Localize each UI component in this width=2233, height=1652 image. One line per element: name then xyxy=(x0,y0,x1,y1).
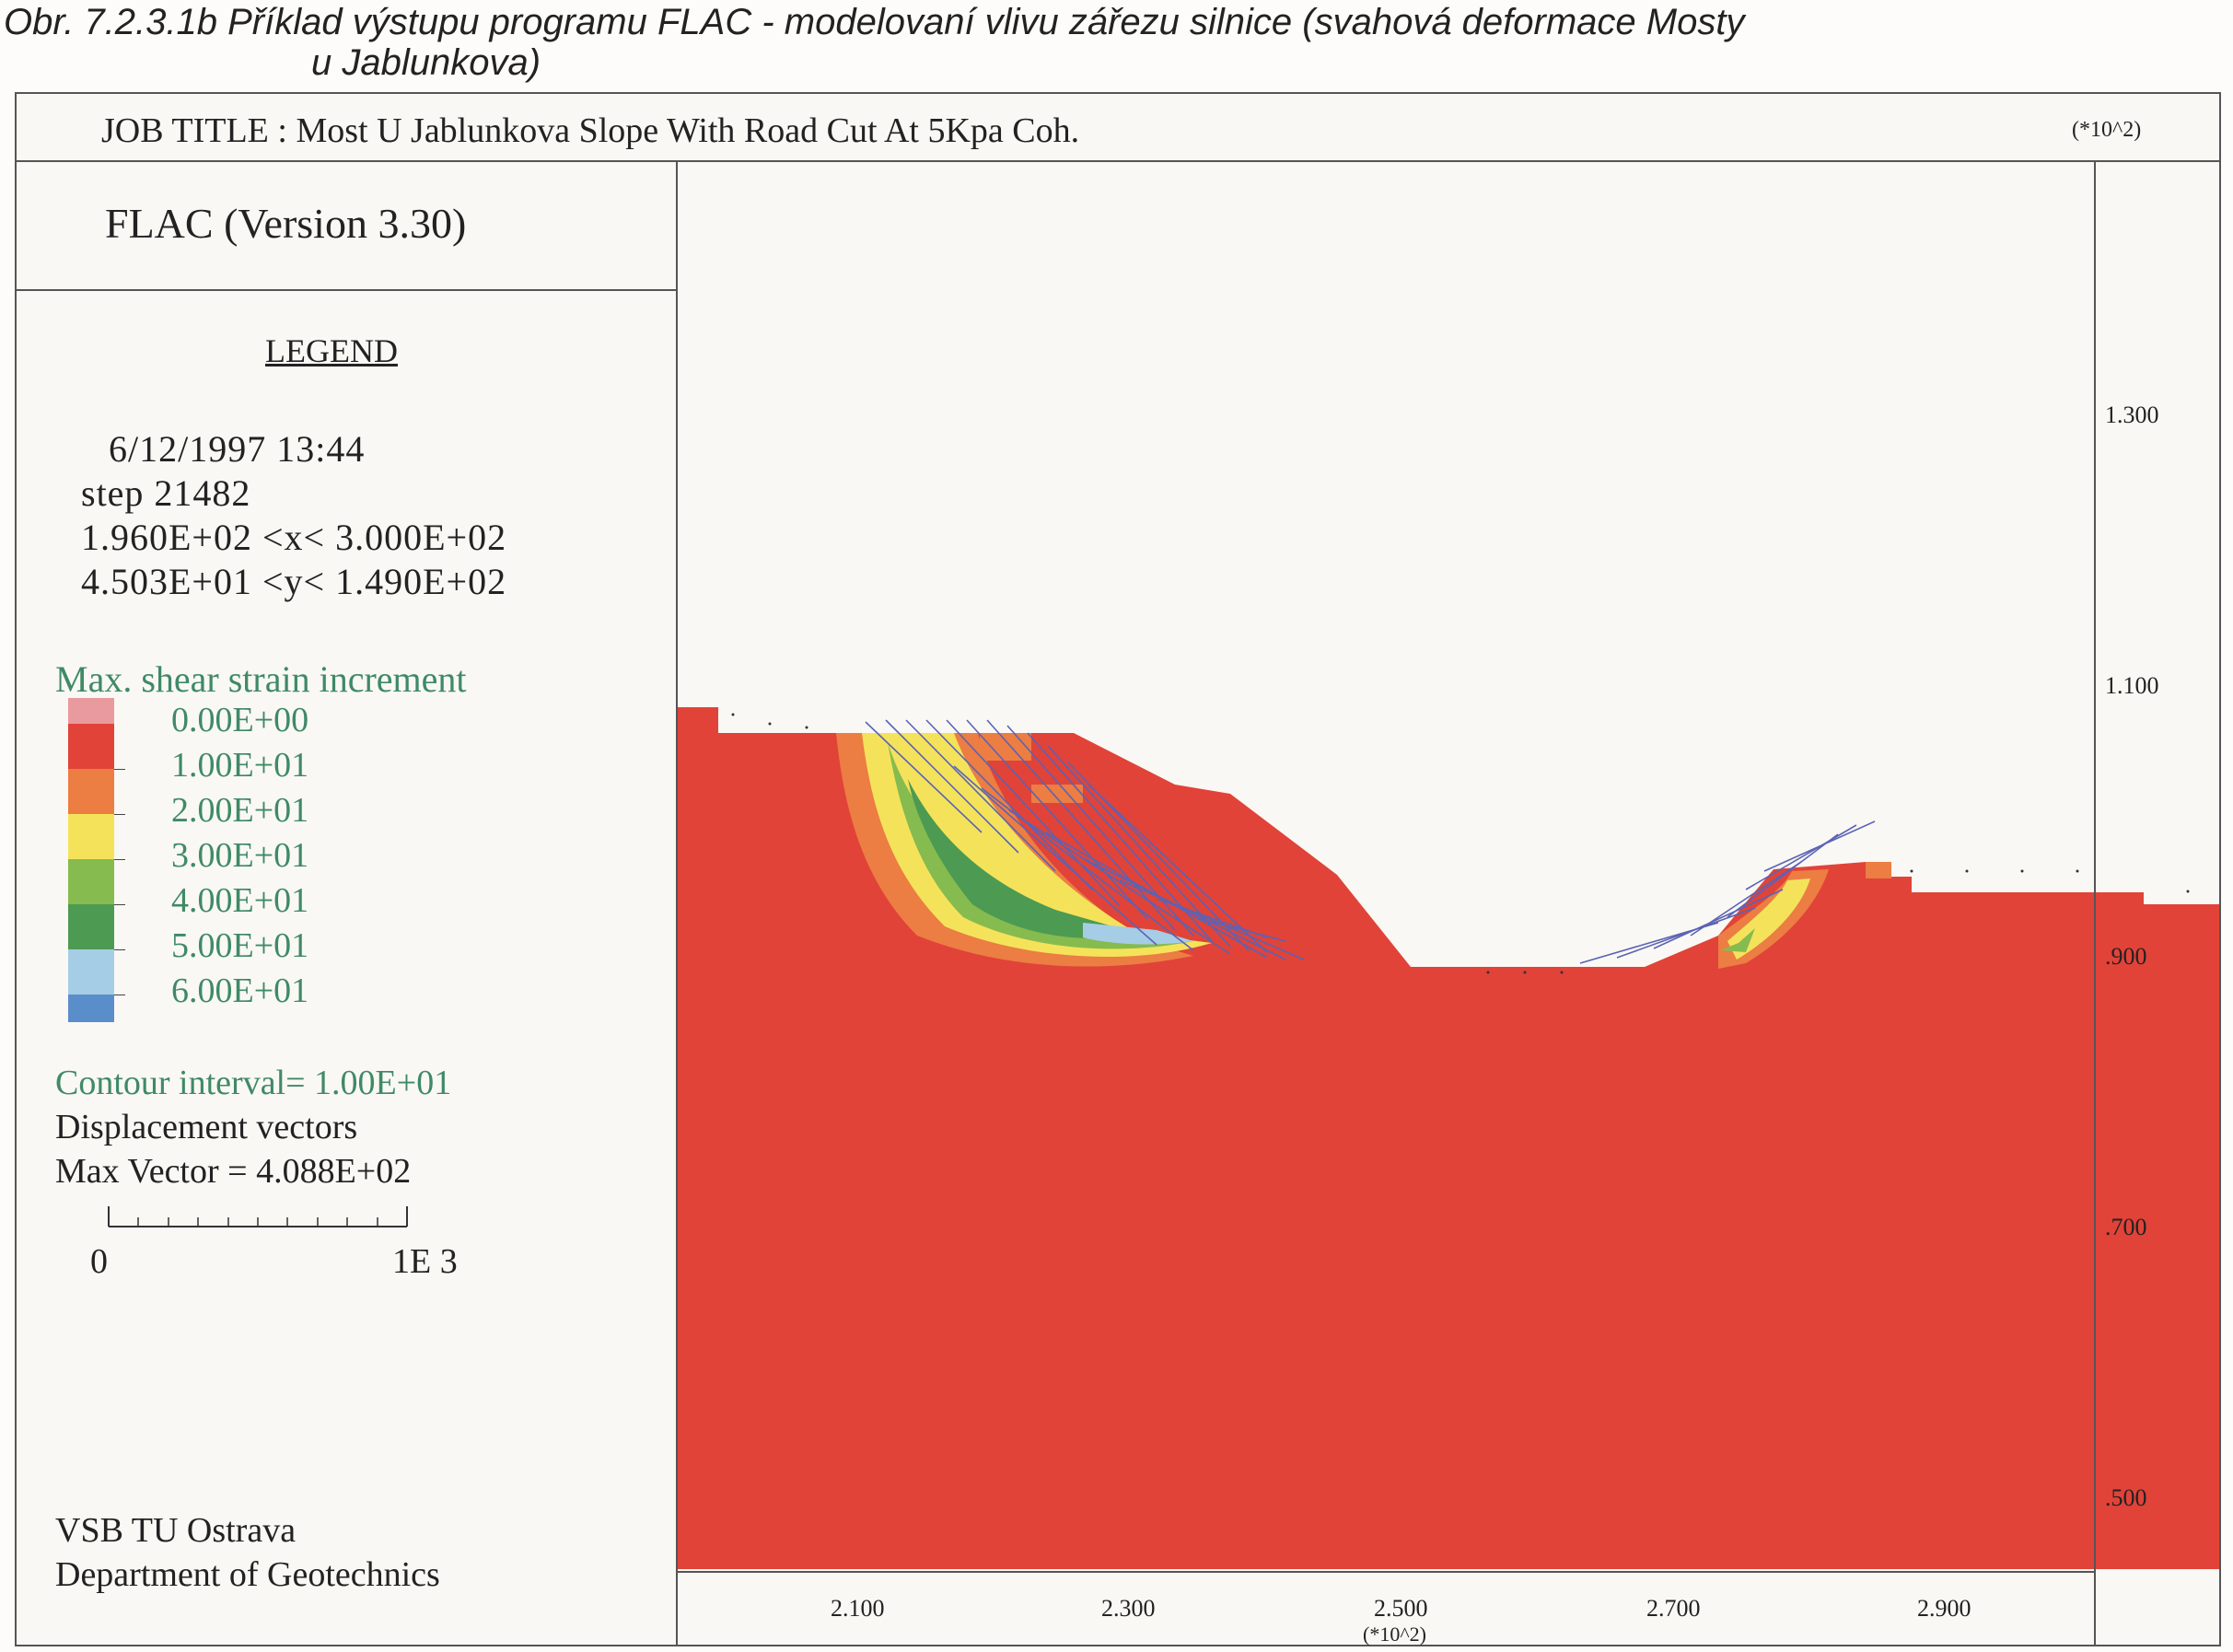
displacement-label: Displacement vectors xyxy=(55,1108,358,1146)
swatch-3 xyxy=(68,814,114,859)
y-tick-500: .500 xyxy=(2105,1484,2147,1511)
legend-datetime: 6/12/1997 13:44 xyxy=(109,428,366,470)
legend-y-range: 4.503E+01 <y< 1.490E+02 xyxy=(81,561,507,602)
swatch-1 xyxy=(68,724,114,769)
x-tick-2300: 2.300 xyxy=(1101,1595,1156,1622)
max-vector: Max Vector = 4.088E+02 xyxy=(55,1152,412,1191)
x-tick-2100: 2.100 xyxy=(831,1595,885,1622)
level-label-5: 5.00E+01 xyxy=(171,926,309,965)
x-unit: (*10^2) xyxy=(1363,1623,1426,1646)
y-tick-1300: 1.300 xyxy=(2105,401,2159,428)
footer-department: Department of Geotechnics xyxy=(55,1555,440,1594)
scale-start-label: 0 xyxy=(90,1242,108,1281)
zone-green-left xyxy=(908,779,1138,938)
job-title: JOB TITLE : Most U Jablunkova Slope With… xyxy=(101,111,1080,150)
swatch-6 xyxy=(68,949,114,995)
y-tick-700: .700 xyxy=(2105,1214,2147,1240)
notch-2 xyxy=(1031,785,1083,803)
x-tick-2500: 2.500 xyxy=(1374,1595,1428,1622)
x-tick-2900: 2.900 xyxy=(1917,1595,1971,1622)
panel-divider xyxy=(676,160,678,1645)
grid-dots xyxy=(731,713,2190,974)
swatch-7 xyxy=(68,995,114,1022)
caption-line-1: Obr. 7.2.3.1b Příklad výstupu programu F… xyxy=(4,2,1745,42)
level-label-3: 3.00E+01 xyxy=(171,836,309,875)
caption-line-2: u Jablunkova) xyxy=(311,42,541,83)
zone-lightgreen-left xyxy=(888,742,1193,949)
swatch-5 xyxy=(68,904,114,949)
legend-title: LEGEND xyxy=(265,332,398,369)
y-tick-1100: 1.100 xyxy=(2105,672,2159,699)
zone-blue-left xyxy=(1083,923,1193,945)
displacement-vectors xyxy=(865,719,1876,964)
notch-1 xyxy=(980,733,1031,761)
program-version: FLAC (Version 3.30) xyxy=(105,200,467,247)
scale-end-label: 1E 3 xyxy=(392,1242,458,1281)
level-label-2: 2.00E+01 xyxy=(171,791,309,830)
level-label-4: 4.00E+01 xyxy=(171,881,309,920)
right-axis-line xyxy=(2094,160,2096,1645)
swatch-4 xyxy=(68,859,114,904)
level-label-1: 1.00E+01 xyxy=(171,746,309,785)
level-label-0: 0.00E+00 xyxy=(171,701,309,739)
header-divider xyxy=(17,160,2219,162)
flac-plot xyxy=(678,707,2219,1569)
legend-step: step 21482 xyxy=(81,472,251,514)
scale-note: (*10^2) xyxy=(2072,118,2142,142)
swatch-0 xyxy=(68,698,114,724)
swatch-2 xyxy=(68,769,114,814)
y-tick-900: .900 xyxy=(2105,943,2147,970)
x-tick-2700: 2.700 xyxy=(1646,1595,1701,1622)
zone-green-right xyxy=(1720,928,1755,952)
flac-output-frame: JOB TITLE : Most U Jablunkova Slope With… xyxy=(15,92,2221,1646)
footer-institution: VSB TU Ostrava xyxy=(55,1511,297,1550)
level-label-6: 6.00E+01 xyxy=(171,971,309,1010)
notch-3 xyxy=(1866,862,1891,878)
contour-interval: Contour interval= 1.00E+01 xyxy=(55,1064,452,1102)
program-divider xyxy=(17,289,676,291)
contour-label: Max. shear strain increment xyxy=(55,658,467,700)
legend-x-range: 1.960E+02 <x< 3.000E+02 xyxy=(81,517,507,558)
bottom-axis-line xyxy=(678,1571,2096,1573)
vector-scale-bar xyxy=(108,1206,408,1227)
